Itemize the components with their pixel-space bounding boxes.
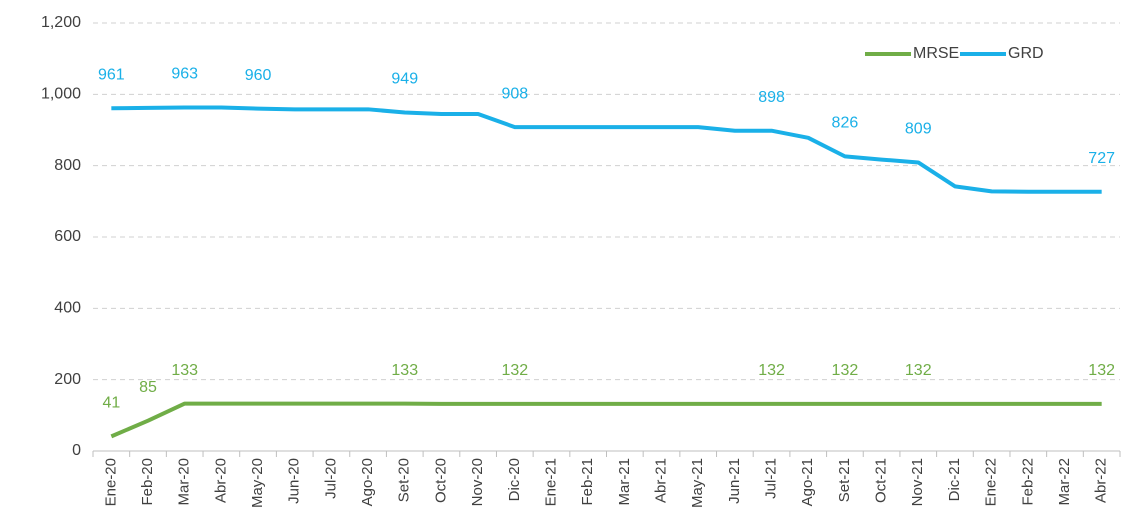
y-tick-label: 600 xyxy=(54,228,81,245)
x-tick-label: Feb-20 xyxy=(139,458,156,506)
data-label: 133 xyxy=(171,362,198,379)
line-series xyxy=(110,401,1102,439)
legend-label: GRD xyxy=(1008,45,1044,62)
x-tick-label: Jul-20 xyxy=(322,458,339,499)
x-tick-label: Jul-21 xyxy=(763,458,780,499)
x-tick-label: Dic-21 xyxy=(946,458,963,501)
x-tick-label: Abr-22 xyxy=(1093,458,1110,503)
x-tick-label: Set-21 xyxy=(836,458,853,502)
y-tick-label: 1,200 xyxy=(41,14,81,31)
data-label: 809 xyxy=(905,121,932,138)
data-label: 963 xyxy=(171,66,198,83)
data-label: 898 xyxy=(758,89,785,106)
data-label: 132 xyxy=(905,362,932,379)
data-label: 961 xyxy=(98,66,125,83)
data-label: 133 xyxy=(391,362,418,379)
y-tick-label: 1,000 xyxy=(41,86,81,103)
x-tick-label: Dic-20 xyxy=(506,458,523,501)
x-tick-label: Mar-20 xyxy=(176,458,193,506)
data-label: 949 xyxy=(391,71,418,88)
x-tick-label: Feb-21 xyxy=(579,458,596,506)
data-label: 41 xyxy=(102,395,120,412)
y-tick-label: 200 xyxy=(54,371,81,388)
x-tick-label: Ago-21 xyxy=(799,458,816,506)
x-tick-label: Mar-22 xyxy=(1056,458,1073,506)
x-tick-label: Nov-21 xyxy=(909,458,926,506)
x-tick-label: Ene-21 xyxy=(542,458,559,506)
x-tick-label: Oct-20 xyxy=(432,458,449,503)
x-tick-label: May-20 xyxy=(249,458,266,508)
x-tick-label: Ago-20 xyxy=(359,458,376,506)
x-tick-label: Ene-20 xyxy=(102,458,119,506)
y-tick-label: 0 xyxy=(72,442,81,459)
x-tick-label: Mar-21 xyxy=(616,458,633,506)
x-tick-label: May-21 xyxy=(689,458,706,508)
data-label: 960 xyxy=(245,67,272,84)
x-tick-label: Nov-20 xyxy=(469,458,486,506)
y-tick-label: 400 xyxy=(54,300,81,317)
x-tick-label: Abr-21 xyxy=(652,458,669,503)
line-series xyxy=(111,105,1102,194)
legend-label: MRSE xyxy=(913,45,959,62)
y-tick-label: 800 xyxy=(54,157,81,174)
x-tick-label: Abr-20 xyxy=(212,458,229,503)
data-label: 132 xyxy=(501,362,528,379)
data-label: 826 xyxy=(832,115,859,132)
data-label: 85 xyxy=(139,379,157,396)
data-label: 908 xyxy=(501,85,528,102)
x-tick-label: Ene-22 xyxy=(983,458,1000,506)
x-tick-label: Feb-22 xyxy=(1019,458,1036,506)
data-label: 132 xyxy=(832,362,859,379)
x-tick-label: Set-20 xyxy=(396,458,413,502)
x-tick-label: Oct-21 xyxy=(873,458,890,503)
x-tick-label: Jun-20 xyxy=(286,458,303,504)
data-label: 132 xyxy=(758,362,785,379)
data-label: 132 xyxy=(1088,362,1115,379)
x-tick-label: Jun-21 xyxy=(726,458,743,504)
data-label: 727 xyxy=(1088,150,1115,167)
